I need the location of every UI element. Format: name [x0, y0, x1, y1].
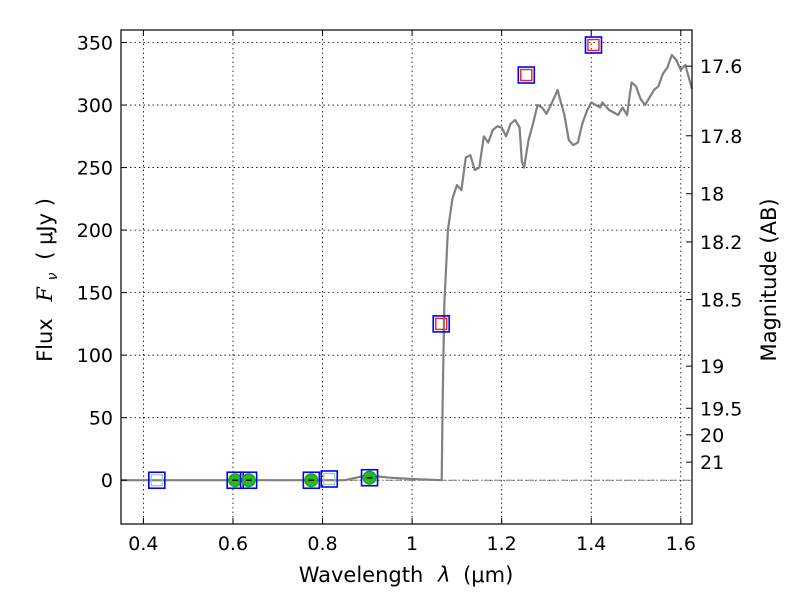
- model-photometry-point: [435, 317, 448, 331]
- plot-frame: [120, 29, 693, 525]
- x-tick-label: 1: [406, 533, 418, 555]
- x-tick-label: 1.6: [666, 533, 696, 555]
- grid: [121, 30, 692, 524]
- right-y-tick-label: 17.6: [700, 56, 742, 78]
- y-axis-label: Flux F ν ( μJy ): [33, 198, 62, 362]
- y-axis-label-unit: ( μJy ): [33, 198, 57, 260]
- right-y-tick-label: 19.5: [700, 398, 742, 420]
- y-tick-label: 0: [101, 470, 113, 492]
- photometry-box: [302, 471, 321, 490]
- photometry-box: [239, 471, 258, 490]
- x-tick-label: 0.8: [307, 533, 337, 555]
- photometry-box: [320, 470, 339, 488]
- ticks: 0.4 0.6 0.8 1 1.2 1.4 1.6 0 50 100 150 200 250 300 350…: [77, 30, 742, 555]
- x-axis-label: Wavelength λ (μm): [299, 563, 514, 587]
- model-photometry-inner-box: [150, 474, 163, 487]
- y-tick-label: 50: [89, 408, 113, 430]
- photometry-box: [360, 468, 379, 487]
- y-tick-label: 100: [77, 345, 113, 367]
- y-axis-label-symbol: F: [33, 286, 57, 303]
- model-photometry-inner-box: [323, 472, 336, 486]
- data-points: [148, 36, 603, 490]
- right-y-tick-label: 17.8: [700, 126, 742, 148]
- x-tick-label: 0.6: [218, 533, 248, 555]
- model-photometry-outer-box: [584, 36, 603, 54]
- model-photometry-point: [587, 38, 600, 52]
- y-tick-label: 300: [77, 95, 113, 117]
- x-axis-label-unit: (μm): [463, 563, 513, 587]
- series: [121, 53, 694, 482]
- y-axis-label-prefix: Flux: [33, 318, 57, 362]
- y-axis-label-subscript: ν: [45, 272, 61, 280]
- x-axis-label-text: Wavelength: [299, 563, 424, 587]
- y-tick-label: 150: [77, 283, 113, 305]
- right-y-tick-label: 19: [700, 356, 724, 378]
- model-photometry-point: [520, 68, 533, 82]
- right-y-tick-label: 18: [700, 184, 724, 206]
- model-photometry-outer-box: [432, 315, 451, 333]
- x-tick-label: 1.4: [576, 533, 606, 555]
- right-y-tick-label: 18.2: [700, 232, 742, 254]
- right-y-tick-label: 18.5: [700, 289, 742, 311]
- right-y-tick-label: 21: [700, 452, 724, 474]
- right-y-axis-label: Magnitude (AB): [757, 198, 781, 361]
- x-tick-label: 1.2: [487, 533, 517, 555]
- right-y-tick-label: 20: [700, 425, 724, 447]
- photometry-box: [148, 471, 166, 490]
- x-axis-label-symbol: λ: [437, 563, 450, 587]
- y-tick-label: 250: [77, 158, 113, 180]
- model-photometry-outer-box: [517, 66, 536, 84]
- y-tick-label: 200: [77, 220, 113, 242]
- y-tick-label: 350: [77, 33, 113, 55]
- model-spectrum-line: [121, 53, 694, 482]
- x-tick-label: 0.4: [128, 533, 158, 555]
